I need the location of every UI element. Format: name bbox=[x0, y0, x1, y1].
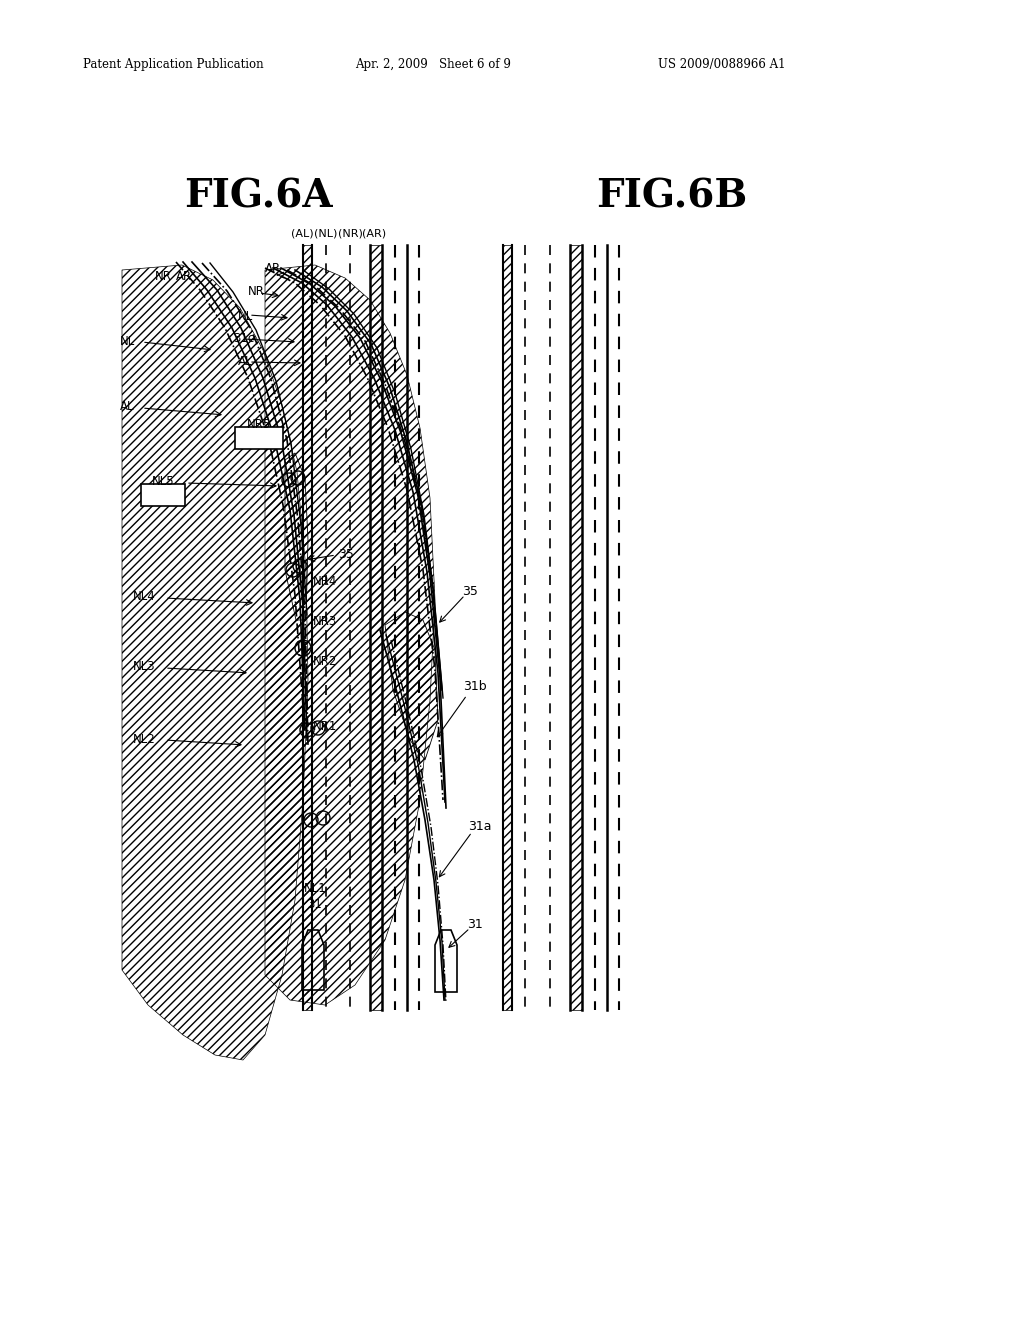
Text: 31: 31 bbox=[307, 898, 322, 911]
Text: NR2: NR2 bbox=[313, 655, 337, 668]
Text: NL: NL bbox=[120, 335, 135, 348]
FancyBboxPatch shape bbox=[141, 484, 185, 506]
Text: AL: AL bbox=[120, 400, 134, 413]
Text: Patent Application Publication: Patent Application Publication bbox=[83, 58, 263, 71]
Text: AR: AR bbox=[176, 271, 193, 282]
Text: 31a: 31a bbox=[468, 820, 492, 833]
Text: 35: 35 bbox=[338, 548, 354, 561]
Text: NL3: NL3 bbox=[133, 660, 156, 673]
Polygon shape bbox=[302, 931, 324, 990]
Text: (AR): (AR) bbox=[361, 228, 386, 238]
Text: (NL): (NL) bbox=[314, 228, 338, 238]
Text: NL4: NL4 bbox=[133, 590, 156, 603]
Text: FIG.6B: FIG.6B bbox=[596, 178, 748, 216]
Text: NR4: NR4 bbox=[313, 576, 337, 587]
Text: 31: 31 bbox=[467, 917, 482, 931]
Text: NR: NR bbox=[248, 285, 265, 298]
Text: NL: NL bbox=[238, 310, 253, 323]
Text: NR3: NR3 bbox=[313, 615, 337, 628]
Text: NL1: NL1 bbox=[304, 882, 327, 895]
Text: 35: 35 bbox=[462, 585, 478, 598]
Text: FIG.6A: FIG.6A bbox=[183, 178, 333, 216]
Text: 31b: 31b bbox=[463, 680, 486, 693]
Text: NL2: NL2 bbox=[133, 733, 156, 746]
Text: NR: NR bbox=[155, 271, 172, 282]
Text: 31c: 31c bbox=[233, 333, 254, 345]
Text: (AL): (AL) bbox=[291, 228, 313, 238]
Polygon shape bbox=[435, 931, 457, 993]
Text: Apr. 2, 2009   Sheet 6 of 9: Apr. 2, 2009 Sheet 6 of 9 bbox=[355, 58, 511, 71]
Text: US 2009/0088966 A1: US 2009/0088966 A1 bbox=[658, 58, 785, 71]
Text: NR1: NR1 bbox=[313, 719, 337, 733]
Text: NR5: NR5 bbox=[247, 418, 271, 432]
Text: AR: AR bbox=[265, 261, 282, 275]
FancyBboxPatch shape bbox=[234, 426, 283, 449]
Text: (NR): (NR) bbox=[338, 228, 362, 238]
Text: AL: AL bbox=[238, 355, 253, 368]
Text: NL5: NL5 bbox=[152, 475, 174, 488]
